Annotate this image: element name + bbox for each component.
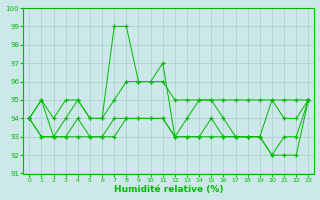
X-axis label: Humidité relative (%): Humidité relative (%) xyxy=(114,185,224,194)
